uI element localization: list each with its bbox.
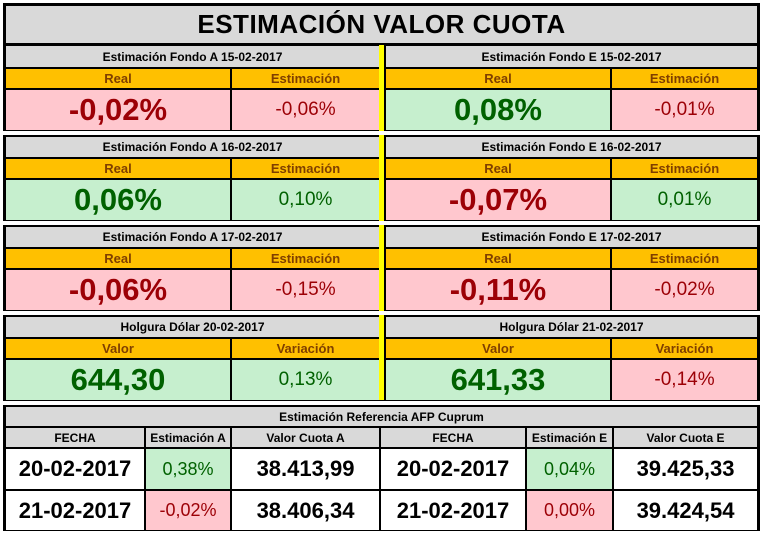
block3-right-estimate-value: -0,02% [612,270,757,310]
block3-left-col2: Estimación [232,249,379,268]
block1-left-real-value: -0,02% [6,90,230,130]
block2-left-estimate-value: 0,10% [232,180,379,220]
block3-right-header: Estimación Fondo E 17-02-2017 [386,227,757,247]
ref-col-fecha-a: FECHA [6,428,144,447]
block1-right-estimate-value: -0,01% [612,90,757,130]
ref-col-fecha-e: FECHA [381,428,525,447]
block3-left-real-value: -0,06% [6,270,230,310]
block4-right-header: Holgura Dólar 21-02-2017 [386,317,757,337]
block4-left-col1: Valor [6,339,230,358]
ref-col-cuota-e: Valor Cuota E [614,428,757,447]
block1-left-estimate-value: -0,06% [232,90,379,130]
block3-right-col1: Real [386,249,610,268]
block2-right-real-value: -0,07% [386,180,610,220]
block2-left-col1: Real [6,159,230,178]
ref-row2-cuota-e: 39.424,54 [614,491,757,530]
ref-row1-cuota-a: 38.413,99 [232,449,379,489]
page-title: ESTIMACIÓN VALOR CUOTA [6,6,757,43]
ref-col-estimacion-e: Estimación E [527,428,612,447]
block1-right-real-value: 0,08% [386,90,610,130]
gap [3,221,760,225]
gap [3,401,760,405]
block2-right-col1: Real [386,159,610,178]
block4-left-col2: Variación [232,339,379,358]
block1-right-header: Estimación Fondo E 15-02-2017 [386,46,757,67]
block1-right-col1: Real [386,69,610,88]
ref-row2-cuota-a: 38.406,34 [232,491,379,530]
block2-right-header: Estimación Fondo E 16-02-2017 [386,137,757,157]
reference-header: Estimación Referencia AFP Cuprum [6,407,757,426]
block4-right-value: 641,33 [386,360,610,400]
ref-row2-estimacion-e: 0,00% [527,491,612,530]
block3-right-real-value: -0,11% [386,270,610,310]
ref-col-estimacion-a: Estimación A [146,428,230,447]
ref-row2-estimacion-a: -0,02% [146,491,230,530]
block1-left-col2: Estimación [232,69,379,88]
gap [3,311,760,315]
block3-left-header: Estimación Fondo A 17-02-2017 [6,227,379,247]
ref-row1-estimacion-a: 0,38% [146,449,230,489]
block4-left-variation: 0,13% [232,360,379,400]
block4-right-col1: Valor [386,339,610,358]
block3-right-col2: Estimación [612,249,757,268]
ref-row1-fecha-e: 20-02-2017 [381,449,525,489]
ref-row1-estimacion-e: 0,04% [527,449,612,489]
block2-left-real-value: 0,06% [6,180,230,220]
ref-row2-fecha-e: 21-02-2017 [381,491,525,530]
gap [3,131,760,135]
block2-left-col2: Estimación [232,159,379,178]
block2-right-col2: Estimación [612,159,757,178]
block1-right-col2: Estimación [612,69,757,88]
block3-left-estimate-value: -0,15% [232,270,379,310]
ref-row1-cuota-e: 39.425,33 [614,449,757,489]
block3-left-col1: Real [6,249,230,268]
ref-row1-fecha-a: 20-02-2017 [6,449,144,489]
ref-col-cuota-a: Valor Cuota A [232,428,379,447]
ref-row2-fecha-a: 21-02-2017 [6,491,144,530]
block4-left-value: 644,30 [6,360,230,400]
block1-left-header: Estimación Fondo A 15-02-2017 [6,46,379,67]
block1-left-col1: Real [6,69,230,88]
block4-left-header: Holgura Dólar 20-02-2017 [6,317,379,337]
block2-right-estimate-value: 0,01% [612,180,757,220]
block4-right-col2: Variación [612,339,757,358]
block4-right-variation: -0,14% [612,360,757,400]
block2-left-header: Estimación Fondo A 16-02-2017 [6,137,379,157]
